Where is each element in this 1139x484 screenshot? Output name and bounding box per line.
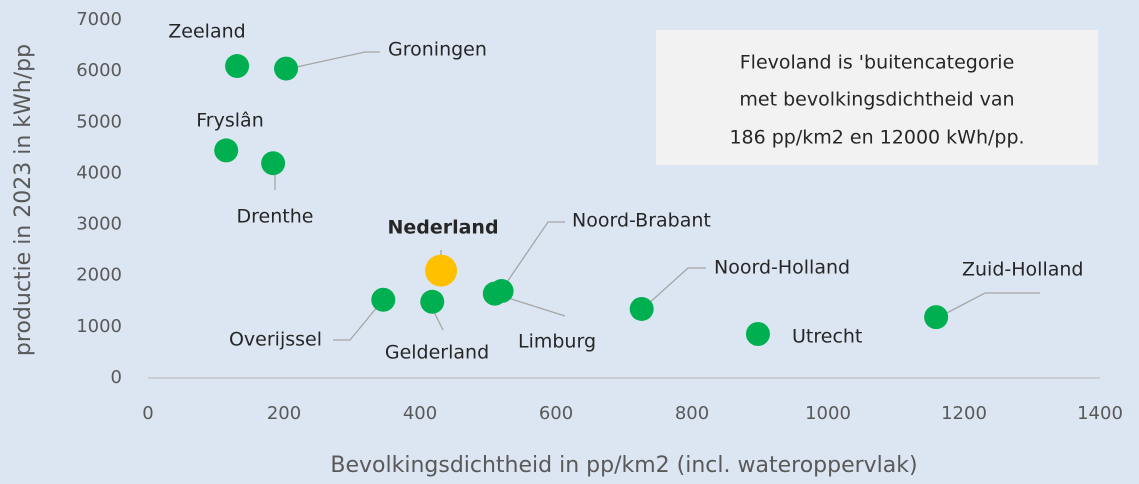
x-tick-label: 1000 (805, 403, 851, 424)
leader (333, 305, 379, 341)
point (629, 296, 654, 321)
leader (940, 292, 1040, 317)
point-label: Utrecht (792, 326, 862, 348)
annotation: met bevolkingsdichtheid van (739, 89, 1014, 111)
x-tick-label: 1400 (1077, 403, 1123, 424)
point-label: Noord-Holland (714, 257, 850, 279)
point-label: Fryslân (196, 110, 263, 132)
y-tick-label: 6000 (76, 60, 122, 81)
annotation: 186 pp/km2 en 12000 kWh/pp. (729, 127, 1024, 149)
y-tick-label: 7000 (76, 9, 122, 30)
point (225, 54, 250, 79)
point (924, 305, 949, 330)
y-tick-label: 2000 (76, 265, 122, 286)
point (420, 289, 445, 314)
x-tick-label: 800 (675, 403, 709, 424)
y-tick-label: 3000 (76, 214, 122, 235)
x-tick-label: 600 (539, 403, 573, 424)
y-tick-label: 4000 (76, 162, 122, 183)
point-label: Groningen (388, 39, 487, 61)
point (274, 56, 299, 81)
x-tick-label: 200 (267, 403, 301, 424)
y-tick-label: 5000 (76, 111, 122, 132)
leader (504, 221, 565, 286)
point-label: Zuid-Holland (962, 259, 1083, 281)
point (371, 287, 396, 312)
point-label: Drenthe (237, 206, 314, 228)
point-label: Overijssel (229, 329, 322, 351)
point (489, 279, 514, 304)
point (214, 138, 239, 163)
leader (501, 295, 566, 317)
x-axis-label: Bevolkingsdichtheid in pp/km2 (incl. wat… (330, 453, 917, 478)
annotation: Flevoland is 'buitencategorie (740, 52, 1015, 74)
point (261, 151, 286, 176)
leaders (274, 51, 1040, 341)
y-axis-label: productie in 2023 in kWh/pp (11, 44, 36, 356)
y-tick-label: 1000 (76, 316, 122, 337)
leader (291, 51, 380, 69)
leader (433, 311, 444, 331)
point-label: Nederland (387, 217, 498, 239)
point-label: Noord-Brabant (572, 210, 711, 232)
x-tick-label: 0 (142, 403, 153, 424)
x-tick-label: 400 (403, 403, 437, 424)
point (745, 322, 770, 347)
point-label: Limburg (518, 331, 596, 353)
point-label: Zeeland (168, 21, 245, 43)
x-tick-label: 1200 (941, 403, 987, 424)
point-label: Gelderland (385, 342, 489, 364)
leader (646, 267, 706, 306)
annotation-box (656, 30, 1098, 165)
point (425, 254, 458, 287)
y-tick-label: 0 (111, 367, 122, 388)
